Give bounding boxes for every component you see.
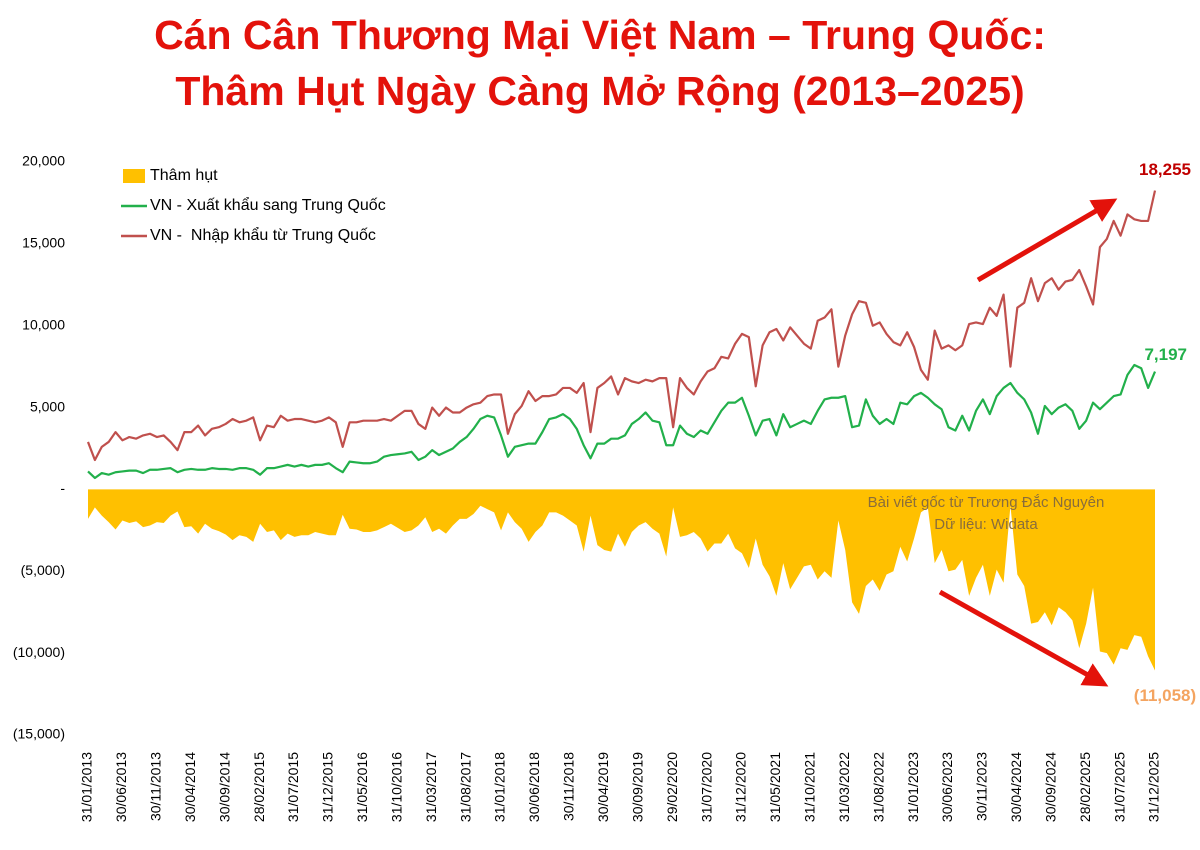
trend-arrow [976, 198, 1118, 283]
chart-title: Cán Cân Thương Mại Việt Nam – Trung Quốc… [154, 12, 1046, 58]
data-label: 18,255 [1139, 160, 1191, 179]
legend-label: Thâm hụt [150, 167, 218, 184]
x-tick-label: 30/04/2024 [1008, 752, 1024, 822]
x-tick-label: 31/05/2016 [354, 752, 370, 822]
x-tick-label: 31/08/2017 [457, 752, 473, 822]
x-tick-label: 29/02/2020 [664, 752, 680, 822]
y-tick-label: 20,000 [22, 153, 65, 169]
y-tick-label: 10,000 [22, 316, 65, 332]
x-tick-label: 28/02/2015 [251, 752, 267, 822]
deficit-area [88, 489, 1155, 671]
annotation: Dữ liệu: Widata [934, 516, 1038, 533]
legend-label: VN - Nhập khẩu từ Trung Quốc [150, 226, 376, 244]
x-tick-label: 30/11/2023 [974, 752, 990, 821]
data-label: (11,058) [1134, 686, 1196, 705]
x-tick-label: 30/06/2023 [939, 752, 955, 822]
data-label: 7,197 [1144, 345, 1187, 364]
x-tick-label: 31/01/2013 [79, 752, 95, 822]
x-tick-label: 30/06/2018 [526, 752, 542, 822]
x-tick-label: 31/07/2015 [285, 752, 301, 822]
x-tick-label: 31/03/2017 [423, 752, 439, 822]
y-tick-label: - [60, 480, 65, 496]
y-tick-label: 15,000 [22, 235, 65, 251]
series-line [87, 363, 1157, 480]
x-tick-label: 30/09/2024 [1042, 752, 1058, 822]
x-tick-label: 30/11/2013 [148, 752, 164, 821]
x-tick-label: 31/01/2023 [905, 752, 921, 822]
x-tick-label: 31/08/2022 [870, 752, 886, 822]
x-tick-label: 31/07/2020 [698, 752, 714, 822]
series-line [86, 190, 1157, 462]
y-tick-label: (15,000) [13, 726, 65, 742]
x-tick-label: 31/07/2025 [1111, 752, 1127, 822]
x-tick-label: 30/09/2014 [216, 752, 232, 822]
trend-arrow [938, 589, 1109, 687]
x-tick-label: 28/02/2025 [1077, 752, 1093, 822]
x-tick-label: 31/12/2020 [733, 752, 749, 822]
annotation: Bài viết gốc từ Trương Đắc Nguyên [868, 494, 1105, 511]
y-tick-label: (10,000) [13, 644, 65, 660]
chart-subtitle: Thâm Hụt Ngày Càng Mở Rộng (2013–2025) [175, 68, 1024, 114]
x-tick-label: 30/09/2019 [629, 752, 645, 822]
x-tick-label: 30/11/2018 [561, 752, 577, 821]
y-tick-label: (5,000) [21, 562, 65, 578]
x-tick-label: 30/06/2013 [113, 752, 129, 822]
x-tick-label: 31/12/2015 [320, 752, 336, 822]
x-tick-label: 31/01/2018 [492, 752, 508, 822]
legend-label: VN - Xuất khẩu sang Trung Quốc [150, 196, 386, 214]
plot-area [86, 190, 1157, 671]
y-tick-label: 5,000 [30, 398, 65, 414]
x-tick-label: 30/04/2019 [595, 752, 611, 822]
x-tick-label: 31/03/2022 [836, 752, 852, 822]
x-tick-label: 30/04/2014 [182, 752, 198, 822]
x-tick-label: 31/10/2016 [388, 752, 404, 822]
legend-swatch [123, 169, 145, 183]
x-tick-label: 31/05/2021 [767, 752, 783, 822]
x-tick-label: 31/12/2025 [1146, 752, 1162, 822]
x-tick-label: 31/10/2021 [802, 752, 818, 822]
